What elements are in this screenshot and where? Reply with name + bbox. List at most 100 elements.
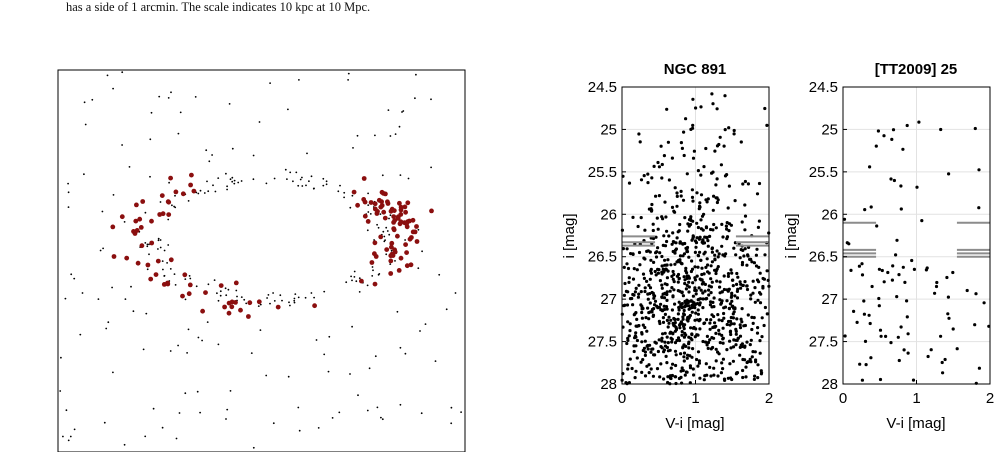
cmd-point — [703, 321, 707, 325]
cmd-point — [899, 184, 903, 188]
cmd-point — [706, 340, 711, 345]
cmd-point — [745, 360, 749, 365]
cmd-point — [862, 312, 867, 316]
cmd-point — [693, 239, 698, 243]
cmd-point — [734, 372, 739, 376]
map-highlight-point — [182, 272, 188, 278]
cmd-point — [725, 348, 729, 352]
cmd-point — [895, 295, 899, 299]
cmd-point — [646, 347, 650, 351]
map-point — [322, 177, 325, 180]
map-point — [177, 344, 180, 347]
cmd-point — [699, 218, 703, 222]
cmd1-points — [620, 92, 771, 386]
cmd-point — [860, 378, 865, 382]
cmd-point — [677, 300, 681, 304]
cmd-point — [680, 146, 685, 150]
cmd-point — [683, 281, 687, 286]
cmd-point — [750, 260, 754, 264]
cmd-point — [725, 221, 729, 225]
cmd-point — [740, 263, 745, 267]
map-highlight-point — [139, 243, 145, 249]
cmd-point — [643, 257, 647, 261]
map-point — [273, 300, 276, 302]
cmd-point — [664, 267, 668, 271]
map-point — [269, 302, 271, 305]
cmd-point — [660, 339, 664, 343]
cmd-point — [708, 338, 712, 342]
map-highlight-point — [140, 199, 146, 204]
cmd-point — [709, 264, 713, 268]
cmd-point — [734, 253, 738, 257]
cmd-point — [754, 253, 759, 257]
map-point — [374, 134, 376, 137]
cmd-point — [743, 323, 748, 328]
cmd-point — [876, 129, 881, 133]
cmd-point — [662, 234, 666, 238]
cmd-point — [752, 377, 757, 381]
cmd-point — [660, 264, 664, 268]
map-highlight-point — [165, 281, 171, 287]
cmd-point — [691, 126, 695, 130]
map-highlight-point — [392, 218, 398, 223]
cmd-point — [637, 324, 641, 328]
cmd-point — [666, 375, 670, 379]
cmd-point — [678, 222, 682, 227]
cmd-point — [730, 271, 734, 275]
map-point — [434, 360, 437, 362]
cmd-point — [920, 219, 924, 223]
cmd-point — [637, 132, 641, 136]
cmd2-grid — [842, 86, 991, 385]
cmd-panel-tt2009-25: [TT2009] 25 24.5 25 25.5 26 26.5 27 27.5 28 0 1 2… — [783, 61, 994, 432]
cmd-point — [752, 316, 756, 320]
map-point — [67, 439, 70, 442]
cmd-point — [651, 314, 655, 318]
cmd-point — [660, 215, 664, 219]
cmd-point — [720, 319, 724, 323]
map-point — [99, 249, 102, 252]
map-point — [226, 408, 229, 411]
cmd-point — [704, 265, 708, 269]
cmd-point — [713, 257, 717, 261]
map-point — [144, 242, 147, 244]
cmd-point — [652, 260, 656, 264]
cmd-point — [682, 327, 686, 331]
cmd-point — [694, 311, 698, 315]
map-highlight-point — [133, 218, 139, 224]
cmd-point — [676, 312, 681, 316]
cmd-point — [670, 340, 674, 344]
cmd-point — [726, 289, 730, 293]
x-tick-label: 2 — [986, 390, 994, 407]
cmd-point — [905, 299, 909, 303]
cmd-point — [679, 375, 683, 379]
map-point — [173, 273, 176, 275]
map-highlight-point — [149, 240, 155, 246]
cmd-point — [677, 277, 681, 281]
map-point — [387, 109, 390, 111]
y-tick-label: 25.5 — [809, 164, 838, 181]
cmd-point — [706, 244, 710, 248]
cmd-point — [714, 196, 718, 200]
cmd-point — [917, 120, 921, 124]
map-point — [226, 188, 229, 191]
cmd-point — [690, 355, 694, 359]
cmd-point — [748, 343, 752, 347]
map-point — [286, 178, 288, 181]
y-tick-label: 28 — [600, 376, 617, 393]
cmd-point — [744, 375, 748, 379]
cmd-point — [662, 154, 667, 158]
map-point — [424, 323, 427, 325]
cmd-point — [646, 343, 650, 348]
map-point — [301, 176, 303, 179]
map-point — [214, 190, 217, 193]
map-point — [162, 268, 164, 271]
map-highlight-point — [161, 282, 167, 287]
cmd-point — [676, 317, 680, 321]
map-highlight-point — [226, 310, 232, 316]
cmd-point — [700, 272, 704, 277]
cmd-point — [746, 313, 750, 317]
cmd-point — [679, 352, 683, 356]
y-tick-label: 27.5 — [809, 334, 838, 351]
cmd-point — [660, 272, 664, 276]
map-point — [240, 296, 243, 298]
